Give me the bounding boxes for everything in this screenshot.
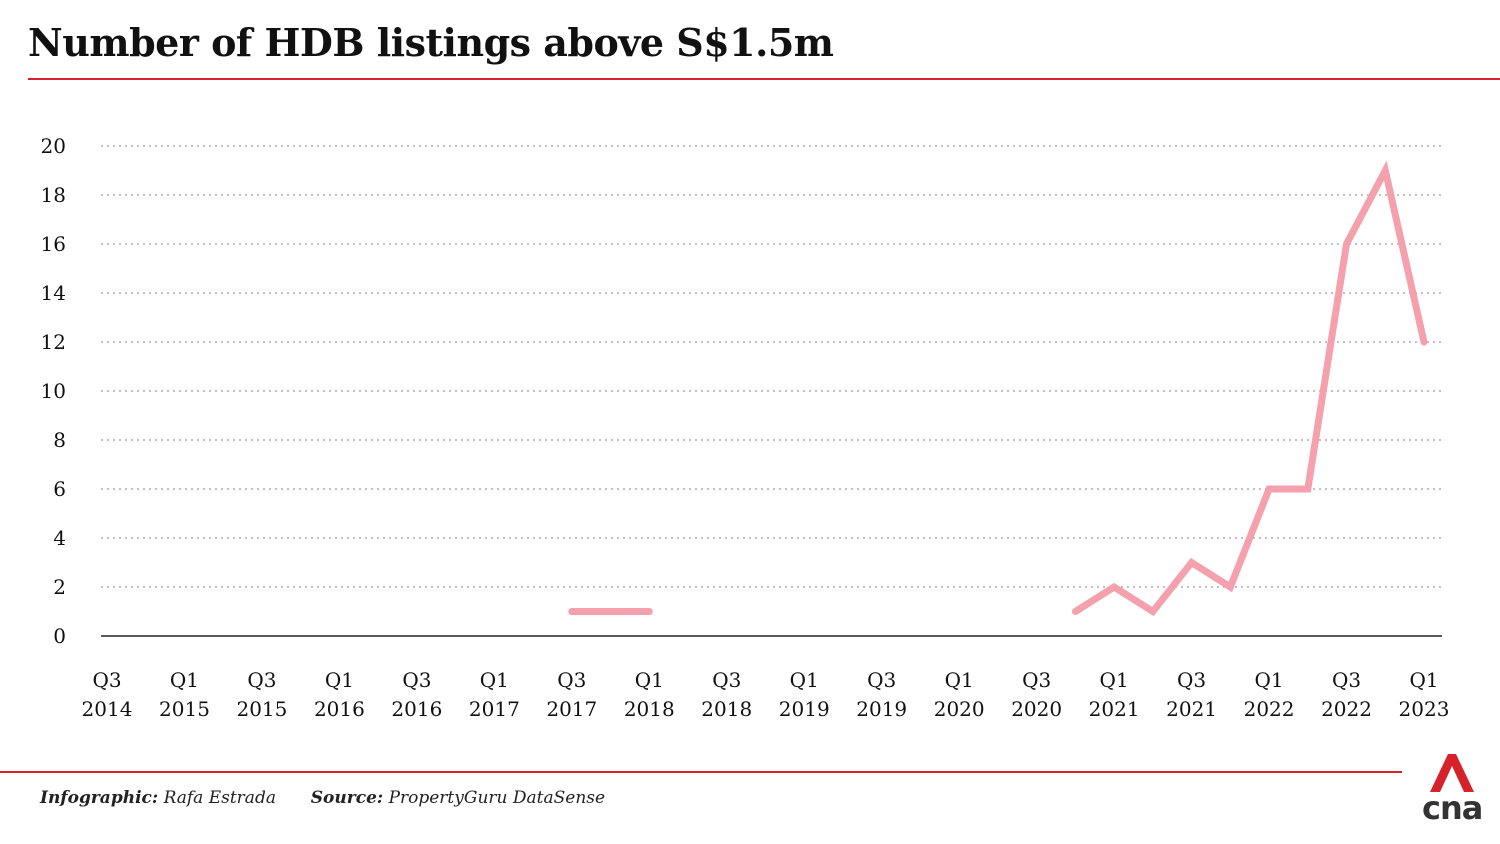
x-tick-label: Q1 2017 [469, 668, 520, 721]
data-point [1229, 586, 1231, 588]
x-tick-year: 2020 [934, 697, 985, 721]
cna-logo-icon [1430, 754, 1474, 792]
x-tick-year: 2016 [391, 697, 442, 721]
x-tick-quarter: Q3 [557, 668, 586, 692]
data-point [610, 611, 612, 612]
y-tick-label: 20 [41, 134, 66, 158]
x-tick-quarter: Q1 [635, 668, 664, 692]
x-tick-quarter: Q1 [790, 668, 819, 692]
x-tick-year: 2015 [236, 697, 287, 721]
data-point [1423, 341, 1425, 343]
x-tick-label: Q3 2018 [701, 668, 752, 721]
data-point [1268, 488, 1270, 490]
credits: Infographic: Rafa Estrada Source: Proper… [40, 788, 605, 808]
x-tick-label: Q3 2021 [1166, 668, 1217, 721]
y-tick-label: 14 [41, 281, 66, 305]
x-tick-label: Q3 2016 [391, 668, 442, 721]
x-tick-label: Q1 2016 [314, 668, 365, 721]
x-tick-quarter: Q1 [1409, 668, 1438, 692]
x-tick-quarter: Q3 [92, 668, 121, 692]
x-tick-label: Q1 2022 [1244, 668, 1295, 721]
x-tick-quarter: Q3 [712, 668, 741, 692]
y-tick-label: 6 [53, 477, 66, 501]
x-tick-year: 2018 [701, 697, 752, 721]
data-point [1074, 611, 1076, 612]
x-tick-year: 2023 [1399, 697, 1450, 721]
x-tick-year: 2019 [856, 697, 907, 721]
x-tick-quarter: Q1 [945, 668, 974, 692]
x-tick-year: 2016 [314, 697, 365, 721]
data-point [1152, 611, 1154, 612]
x-tick-label: Q3 2020 [1011, 668, 1062, 721]
y-tick-label: 10 [41, 379, 66, 403]
x-tick-quarter: Q1 [170, 668, 199, 692]
data-point [1191, 562, 1193, 563]
source-label: Source: [310, 788, 384, 808]
x-tick-quarter: Q3 [247, 668, 276, 692]
x-tick-year: 2017 [546, 697, 597, 721]
x-tick-year: 2021 [1166, 697, 1217, 721]
y-tick-label: 2 [53, 575, 66, 599]
x-tick-label: Q1 2023 [1399, 668, 1450, 721]
x-tick-label: Q3 2015 [236, 668, 287, 721]
x-tick-label: Q3 2014 [82, 668, 133, 721]
line-chart: 0 2 4 6 8 10 12 14 16 18 20 Q3 2014 Q1 2015 Q3 2015 Q1 20… [41, 134, 1450, 721]
x-tick-year: 2019 [779, 697, 830, 721]
x-tick-quarter: Q3 [1332, 668, 1361, 692]
gridlines [101, 145, 1442, 588]
x-tick-label: Q3 2017 [546, 668, 597, 721]
x-axis-ticks: Q3 2014 Q1 2015 Q3 2015 Q1 2016 Q3 2016 Q1 2017 Q3 20… [82, 668, 1450, 721]
logo-text: cna [1422, 789, 1483, 827]
y-tick-label: 12 [41, 330, 66, 354]
footer-divider [0, 771, 1402, 773]
y-tick-label: 16 [41, 232, 66, 256]
x-tick-quarter: Q3 [1022, 668, 1051, 692]
x-tick-quarter: Q1 [325, 668, 354, 692]
infographic-author: Rafa Estrada [163, 788, 276, 808]
title-divider [28, 78, 1500, 80]
x-tick-year: 2021 [1089, 697, 1140, 721]
x-tick-quarter: Q1 [480, 668, 509, 692]
x-tick-quarter: Q1 [1100, 668, 1129, 692]
infographic-label: Infographic: [40, 788, 159, 808]
x-tick-label: Q1 2015 [159, 668, 210, 721]
x-tick-label: Q1 2018 [624, 668, 675, 721]
series-line-segment [1071, 160, 1428, 617]
data-point [1113, 586, 1115, 588]
data-point [1346, 243, 1347, 245]
data-series [568, 160, 1428, 617]
x-tick-label: Q1 2019 [779, 668, 830, 721]
y-tick-label: 18 [41, 183, 66, 207]
x-tick-year: 2015 [159, 697, 210, 721]
x-tick-year: 2022 [1321, 697, 1372, 721]
data-point [1307, 488, 1309, 490]
x-tick-year: 2018 [624, 697, 675, 721]
x-tick-quarter: Q3 [1177, 668, 1206, 692]
x-tick-label: Q3 2022 [1321, 668, 1372, 721]
x-tick-label: Q1 2020 [934, 668, 985, 721]
x-tick-label: Q3 2019 [856, 668, 907, 721]
data-point [648, 611, 650, 612]
x-tick-year: 2020 [1011, 697, 1062, 721]
chart-title: Number of HDB listings above S$1.5m [28, 20, 834, 65]
y-tick-label: 8 [53, 428, 66, 452]
cna-logo: cna [1420, 752, 1483, 830]
x-tick-quarter: Q1 [1254, 668, 1283, 692]
data-point [1384, 170, 1386, 171]
y-tick-label: 4 [53, 526, 66, 550]
y-tick-label: 0 [53, 624, 66, 648]
x-tick-year: 2022 [1244, 697, 1295, 721]
data-point [571, 611, 573, 612]
x-tick-quarter: Q3 [867, 668, 896, 692]
x-tick-year: 2014 [82, 697, 133, 721]
x-tick-year: 2017 [469, 697, 520, 721]
y-axis-ticks: 0 2 4 6 8 10 12 14 16 18 20 [41, 134, 66, 648]
source-name: PropertyGuru DataSense [388, 788, 606, 808]
x-tick-label: Q1 2021 [1089, 668, 1140, 721]
x-tick-quarter: Q3 [402, 668, 431, 692]
